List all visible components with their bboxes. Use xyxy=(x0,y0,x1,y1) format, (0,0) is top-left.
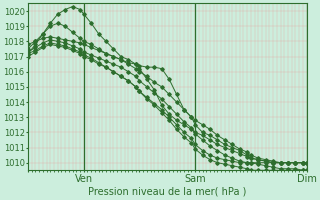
X-axis label: Pression niveau de la mer( hPa ): Pression niveau de la mer( hPa ) xyxy=(88,187,246,197)
